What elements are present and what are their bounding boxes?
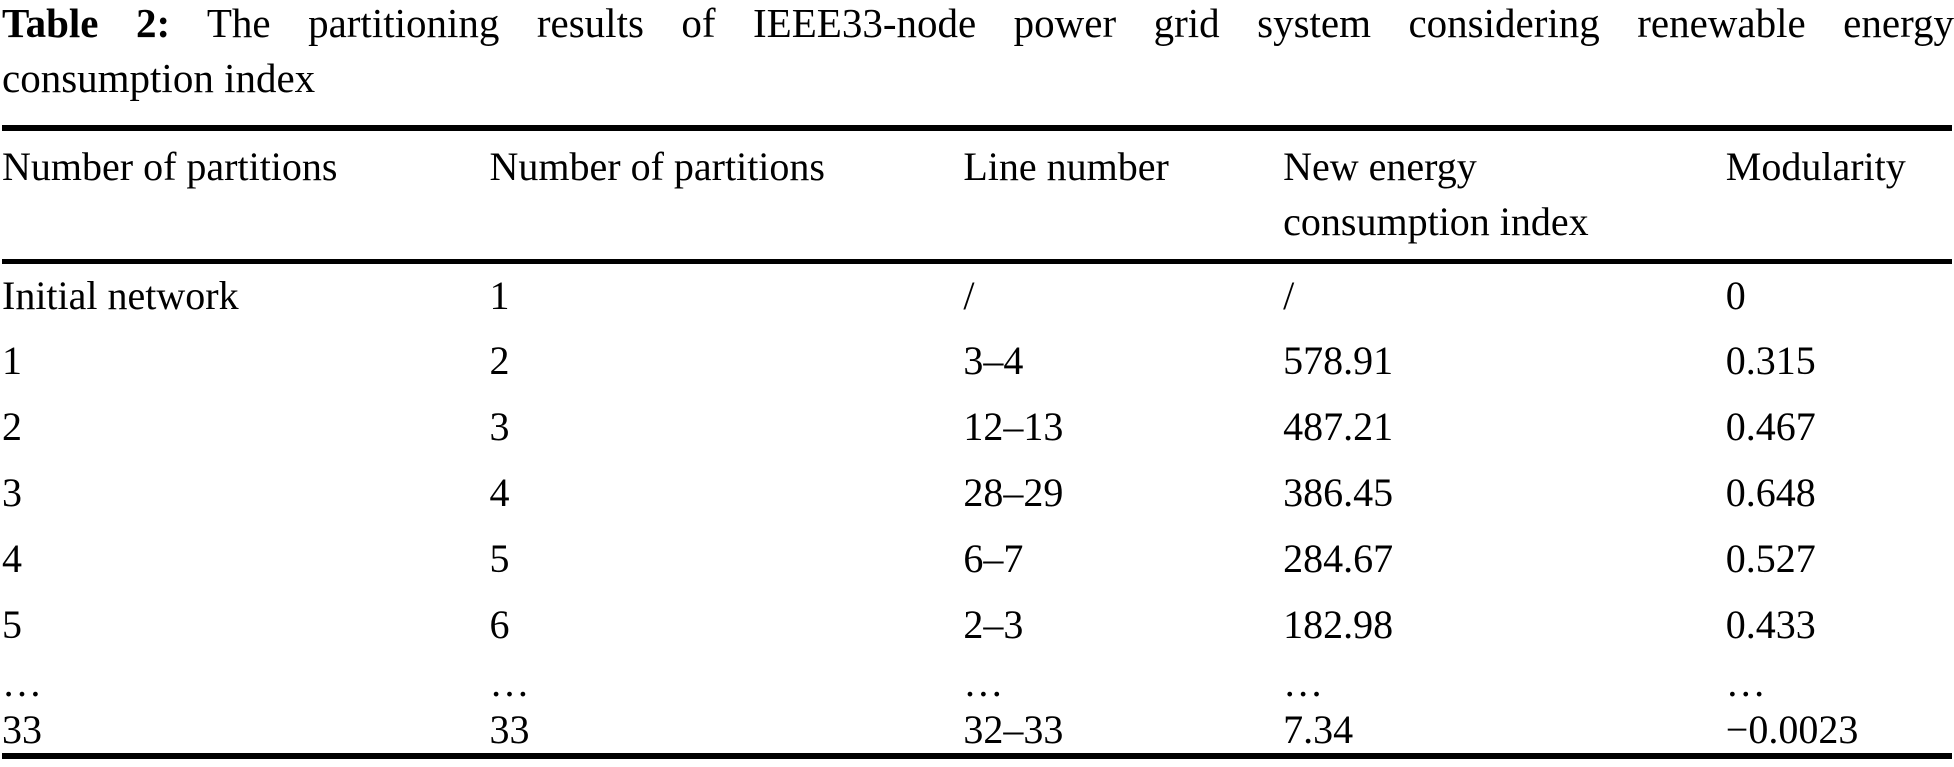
table-cell: 3	[2, 469, 22, 515]
table-cell: 284.67	[1283, 535, 1394, 581]
col-header-line-number: Line number	[963, 128, 1284, 264]
table-row-1: 1 2 3–4 578.91 0.315	[2, 328, 1952, 394]
table-cell: 578.91	[1283, 337, 1394, 383]
table-cell: 1	[489, 272, 510, 318]
table-cell: /	[963, 272, 975, 318]
col-header-new-energy-consumption-index: New energy consumption index	[1283, 128, 1726, 264]
table-cell: 3	[489, 403, 510, 449]
table-cell: 6–7	[963, 535, 1024, 581]
table-cell: Initial network	[2, 272, 239, 318]
table-cell: 0.433	[1725, 601, 1816, 647]
table-cell: 182.98	[1283, 601, 1394, 647]
table-cell: 7.34	[1283, 707, 1354, 752]
header-row: Number of partitions Number of partition…	[2, 128, 1952, 264]
table-cell: 1	[2, 337, 22, 383]
table-cell: −0.0023	[1725, 707, 1859, 752]
table-cell: 487.21	[1283, 403, 1394, 449]
table-cell: 386.45	[1283, 469, 1394, 515]
table-row-5: 5 6 2–3 182.98 0.433	[2, 592, 1952, 658]
table-row-3: 3 4 28–29 386.45 0.648	[2, 460, 1952, 526]
table-caption: Table 2: The partitioning results of IEE…	[2, 0, 1954, 106]
col-header-label: Modularity	[1725, 144, 1906, 189]
table-cell: 2	[2, 403, 22, 449]
table-cell: 4	[489, 469, 510, 515]
table-cell: 33	[489, 707, 530, 752]
table-cell: 28–29	[963, 469, 1064, 515]
partition-results-table: Number of partitions Number of partition…	[2, 125, 1952, 759]
col-header-number-of-partitions-2: Number of partitions	[489, 128, 964, 264]
col-header-label: Number of partitions	[489, 144, 826, 189]
caption-line-1: Table 2: The partitioning results of IEE…	[2, 0, 1954, 51]
table-cell: 33	[2, 707, 42, 752]
col-header-label-line-2: consumption index	[1283, 199, 1589, 244]
caption-text: The partitioning results of IEEE33-node …	[206, 0, 1954, 46]
table-cell: 0	[1725, 272, 1746, 318]
table-cell: 4	[2, 535, 22, 581]
col-header-modularity: Modularity	[1725, 128, 1952, 264]
col-header-label: New energy	[1283, 144, 1477, 189]
table-cell: 3–4	[963, 337, 1024, 383]
caption-line-2: consumption index	[2, 55, 316, 101]
table-cell: 0.467	[1725, 403, 1816, 449]
table-cell: …	[489, 659, 530, 705]
table-cell: 0.648	[1725, 469, 1816, 515]
table-row-33: 33 33 32–33 7.34 −0.0023	[2, 708, 1952, 756]
table-cell: 32–33	[963, 707, 1064, 752]
table-row-2: 2 3 12–13 487.21 0.467	[2, 394, 1952, 460]
table-cell: …	[1725, 659, 1766, 705]
table-cell: 6	[489, 601, 510, 647]
table-cell: …	[963, 659, 1004, 705]
table-cell: 5	[2, 601, 22, 647]
table-cell: 5	[489, 535, 510, 581]
table-cell: …	[2, 659, 42, 705]
col-header-label: Line number	[963, 144, 1169, 189]
table-cell: 0.527	[1725, 535, 1816, 581]
table-cell: 12–13	[963, 403, 1064, 449]
table-cell: 2	[489, 337, 510, 383]
col-header-number-of-partitions-1: Number of partitions	[2, 128, 490, 264]
caption-label: Table 2:	[2, 0, 171, 46]
table-row-initial-network: Initial network 1 / / 0	[2, 262, 1952, 328]
table-cell: 2–3	[963, 601, 1024, 647]
table-row-4: 4 5 6–7 284.67 0.527	[2, 526, 1952, 592]
col-header-label: Number of partitions	[2, 144, 338, 189]
table-cell: 0.315	[1725, 337, 1816, 383]
table-cell: …	[1283, 659, 1324, 705]
table-cell: /	[1283, 272, 1295, 318]
table-row-ellipsis: … … … … …	[2, 658, 1952, 708]
table-body: Initial network 1 / / 0 1 2 3–4 578.91 0…	[2, 262, 1952, 756]
